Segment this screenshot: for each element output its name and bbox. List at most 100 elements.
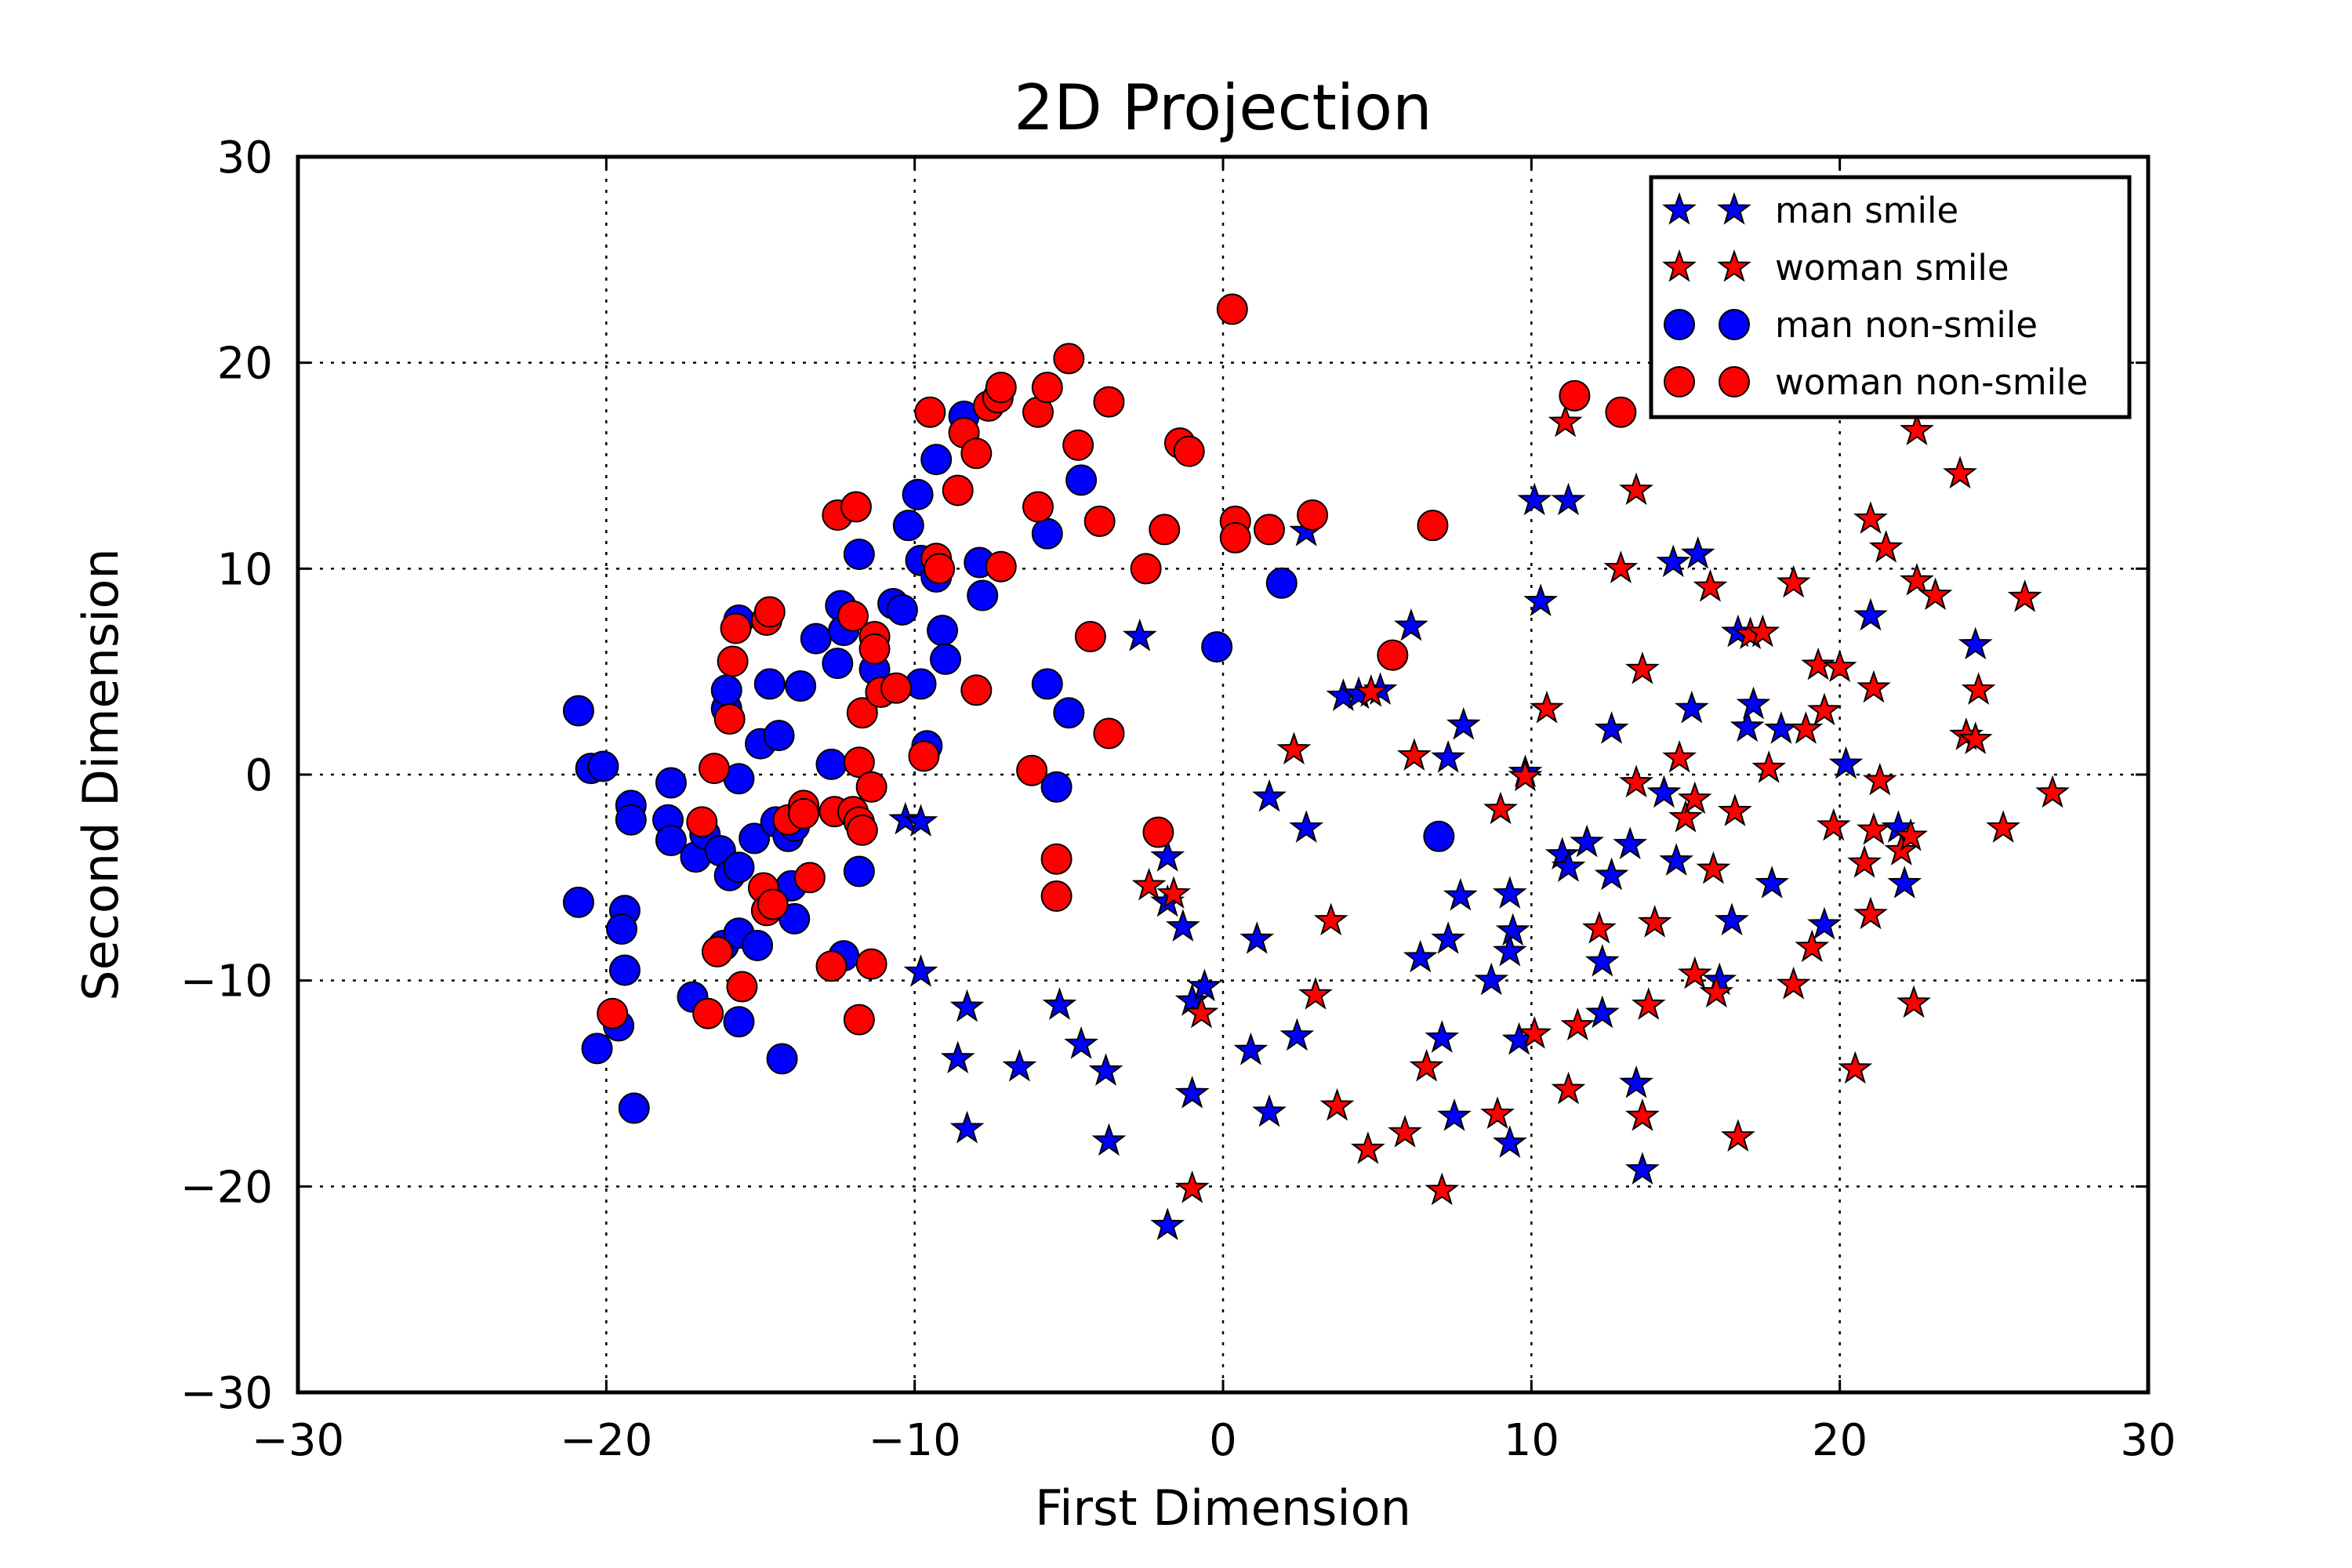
woman-non-smile-point	[846, 814, 878, 846]
woman-non-smile-point	[914, 396, 946, 428]
woman-non-smile-point	[1083, 505, 1116, 537]
man-smile-point	[1828, 746, 1864, 779]
woman-non-smile-point	[1173, 435, 1205, 467]
woman-non-smile-point	[717, 645, 749, 677]
woman-non-smile-point	[843, 1004, 875, 1036]
woman-smile-point	[1156, 876, 1191, 909]
woman-smile-point	[1548, 404, 1583, 437]
man-smile-point	[1584, 995, 1620, 1029]
man-non-smile-point	[562, 695, 594, 727]
legend-marker-woman-non-smile	[1719, 366, 1750, 397]
woman-smile-point	[1625, 1098, 1660, 1131]
woman-non-smile-point	[985, 550, 1017, 583]
woman-smile-point	[1958, 721, 1993, 754]
man-non-smile-point	[723, 1006, 755, 1038]
man-smile-point	[1252, 1094, 1287, 1127]
woman-non-smile-point	[960, 437, 993, 470]
data-points	[562, 293, 2070, 1240]
woman-smile-point	[1868, 530, 1904, 563]
man-smile-point	[1289, 810, 1324, 843]
man-smile-point	[1659, 843, 1694, 876]
legend-label: woman non-smile	[1775, 361, 2088, 403]
woman-non-smile-point	[1377, 639, 1409, 671]
woman-non-smile-point	[1040, 880, 1073, 912]
man-smile-point	[1656, 544, 1691, 578]
man-smile-point	[1122, 618, 1157, 652]
man-non-smile-point	[723, 851, 755, 884]
man-smile-point	[1174, 1076, 1210, 1109]
woman-smile-point	[1896, 985, 1931, 1018]
woman-non-smile-point	[1040, 843, 1073, 875]
man-non-smile-point	[800, 622, 832, 655]
woman-smile-point	[1353, 673, 1388, 707]
woman-smile-point	[1409, 1048, 1444, 1082]
man-smile-point	[903, 954, 938, 987]
woman-smile-point	[1350, 1131, 1385, 1164]
x-axis-label: First Dimension	[1035, 1479, 1411, 1537]
woman-non-smile-point	[908, 740, 940, 772]
woman-smile-point	[1776, 966, 1811, 1000]
man-smile-point	[1807, 906, 1842, 940]
man-smile-point	[1544, 837, 1580, 870]
x-tick-label: 20	[1812, 1415, 1867, 1466]
y-tick-label: −30	[180, 1368, 273, 1419]
man-smile-point	[1680, 535, 1715, 569]
woman-non-smile-point	[1149, 514, 1181, 546]
woman-smile-point	[1637, 905, 1672, 938]
man-non-smile-point	[843, 855, 875, 887]
man-non-smile-point	[843, 538, 875, 570]
x-tick-label: −30	[252, 1415, 344, 1466]
man-non-smile-point	[1040, 771, 1073, 803]
x-tick-label: −20	[560, 1415, 652, 1466]
woman-smile-point	[1480, 1096, 1515, 1130]
woman-smile-point	[1745, 614, 1780, 648]
man-non-smile-point	[822, 648, 854, 680]
man-non-smile-point	[920, 444, 953, 476]
man-non-smile-point	[562, 886, 594, 918]
woman-non-smile-point	[1216, 293, 1248, 325]
woman-smile-point	[1677, 781, 1712, 815]
woman-non-smile-point	[985, 372, 1017, 404]
woman-non-smile-point	[1093, 386, 1125, 418]
man-non-smile-point	[1053, 697, 1085, 729]
woman-smile-point	[1631, 987, 1666, 1020]
woman-smile-point	[1388, 1114, 1422, 1148]
woman-smile-point	[1276, 731, 1312, 765]
man-non-smile-point	[615, 804, 647, 836]
chart-title: 2D Projection	[1014, 71, 1432, 144]
man-non-smile-point	[739, 822, 771, 855]
man-smile-point	[1174, 982, 1210, 1016]
woman-non-smile-point	[880, 672, 913, 704]
man-smile-point	[1431, 921, 1466, 954]
woman-smile-point	[1857, 811, 1891, 845]
woman-non-smile-point	[1053, 343, 1085, 375]
man-non-smile-point	[892, 510, 924, 542]
woman-smile-point	[1699, 975, 1734, 1008]
man-non-smile-point	[606, 913, 637, 945]
legend-label: man smile	[1775, 190, 1958, 231]
woman-smile-point	[1313, 902, 1348, 936]
woman-smile-point	[1619, 472, 1653, 506]
man-smile-point	[1403, 939, 1438, 973]
man-smile-point	[1492, 876, 1527, 909]
man-smile-point	[1492, 933, 1527, 967]
woman-smile-point	[1801, 647, 1836, 681]
man-smile-point	[1240, 921, 1275, 954]
legend-marker-man-smile	[1717, 191, 1751, 225]
woman-smile-point	[1517, 1015, 1552, 1049]
woman-smile-point	[1720, 1119, 1755, 1152]
man-non-smile-point	[815, 748, 848, 780]
man-smile-point	[1619, 1065, 1653, 1098]
man-smile-point	[1091, 1123, 1127, 1156]
woman-smile-point	[1425, 1172, 1460, 1206]
woman-smile-point	[1822, 649, 1857, 683]
woman-non-smile-point	[1219, 521, 1251, 554]
woman-non-smile-point	[846, 697, 878, 729]
woman-smile-point	[1581, 910, 1617, 944]
man-smile-point	[887, 801, 923, 835]
x-tick-label: 10	[1504, 1415, 1559, 1466]
man-non-smile-point	[587, 750, 619, 782]
man-smile-point	[1495, 913, 1530, 946]
woman-smile-point	[1862, 762, 1897, 796]
